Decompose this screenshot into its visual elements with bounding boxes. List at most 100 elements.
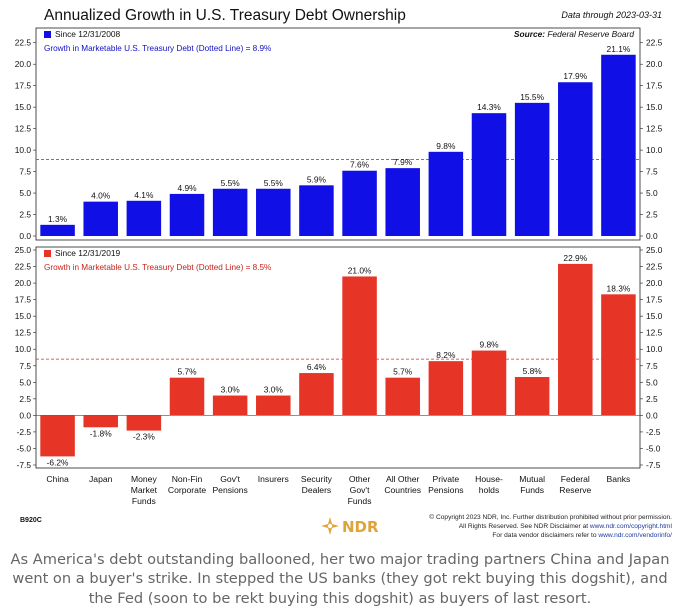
bar-1-5 xyxy=(212,188,248,236)
bar-2-14 xyxy=(601,294,636,416)
x-tick-label: Funds xyxy=(348,496,372,506)
y-tick-label-left: 5.0 xyxy=(19,377,31,387)
data-label: 18.3% xyxy=(607,283,631,293)
y-tick-label-right: 15.0 xyxy=(646,102,663,112)
bar-1-4 xyxy=(169,193,205,236)
data-label: 21.0% xyxy=(348,265,372,275)
data-label: 5.5% xyxy=(221,178,241,188)
copyright-line-1: © Copyright 2023 NDR, Inc. Further distr… xyxy=(429,514,672,521)
bar-2-13 xyxy=(558,263,593,416)
legend-swatch xyxy=(44,250,51,257)
data-label: 5.7% xyxy=(393,367,413,377)
bar-2-1 xyxy=(40,415,75,457)
y-tick-label-left: 10.0 xyxy=(15,145,32,155)
y-tick-label-right: 17.5 xyxy=(646,81,663,91)
copyright-link[interactable]: www.ndr.com/copyright.html xyxy=(589,523,672,530)
bar-2-11 xyxy=(471,350,507,416)
bar-2-5 xyxy=(212,395,248,416)
bar-2-7 xyxy=(299,373,334,416)
x-tick-label: holds xyxy=(479,485,500,495)
x-tick-label: Funds xyxy=(520,485,544,495)
y-tick-label-right: 10.0 xyxy=(646,344,663,354)
y-tick-label-right: 17.5 xyxy=(646,295,663,305)
y-tick-label-right: 20.0 xyxy=(646,59,663,69)
x-tick-label: Federal xyxy=(561,474,590,484)
y-tick-label-right: -5.0 xyxy=(646,443,661,453)
y-tick-label-right: -2.5 xyxy=(646,427,661,437)
copyright-line-2-text: All Rights Reserved. See NDR Disclaimer … xyxy=(458,523,590,530)
y-tick-label-right: 10.0 xyxy=(646,145,663,155)
x-tick-label: Security xyxy=(301,474,333,484)
copyright-notice: © Copyright 2023 NDR, Inc. Further distr… xyxy=(372,513,672,540)
y-tick-label-left: 15.0 xyxy=(15,102,32,112)
y-tick-label-left: 22.5 xyxy=(15,262,32,272)
vendor-info-link[interactable]: www.ndr.com/vendorinfo/ xyxy=(598,532,672,539)
y-tick-label-left: 10.0 xyxy=(15,344,32,354)
reference-line-label: Growth in Marketable U.S. Treasury Debt … xyxy=(44,44,271,53)
data-label: 5.8% xyxy=(523,366,543,376)
data-label: -6.2% xyxy=(47,457,69,467)
y-tick-label-left: 12.5 xyxy=(15,124,32,134)
legend-swatch xyxy=(44,31,51,38)
source-note: Source: Federal Reserve Board xyxy=(514,29,634,39)
data-label: 9.8% xyxy=(479,340,499,350)
x-tick-label: Countries xyxy=(384,485,421,495)
bar-1-12 xyxy=(514,102,550,236)
x-tick-label: Japan xyxy=(89,474,113,484)
bar-2-2 xyxy=(83,415,118,428)
data-label: 15.5% xyxy=(520,92,544,102)
x-tick-label: House- xyxy=(475,474,503,484)
copyright-line-2: All Rights Reserved. See NDR Disclaimer … xyxy=(372,522,672,531)
data-label: -2.3% xyxy=(133,432,155,442)
x-tick-label: Market xyxy=(131,485,158,495)
x-tick-label: Private xyxy=(432,474,459,484)
data-through-date: Data through 2023-03-31 xyxy=(561,10,662,20)
y-tick-label-left: 2.5 xyxy=(19,210,31,220)
y-tick-label-right: 22.5 xyxy=(646,262,663,272)
chart-title: Annualized Growth in U.S. Treasury Debt … xyxy=(44,7,406,24)
bar-2-3 xyxy=(126,415,162,431)
data-label: 6.4% xyxy=(307,362,327,372)
bar-1-1 xyxy=(40,224,75,236)
y-tick-label-right: 12.5 xyxy=(646,328,663,338)
y-tick-label-left: -5.0 xyxy=(17,443,32,453)
data-label: 22.9% xyxy=(563,253,587,263)
bar-1-3 xyxy=(126,200,162,236)
x-tick-label: Reserve xyxy=(559,485,591,495)
source-value: Federal Reserve Board xyxy=(547,29,634,39)
y-tick-label-left: -2.5 xyxy=(17,427,32,437)
bar-2-6 xyxy=(256,395,291,416)
x-tick-label: Pensions xyxy=(212,485,247,495)
bar-2-4 xyxy=(169,377,205,416)
data-label: 5.9% xyxy=(307,174,327,184)
y-tick-label-left: 25.0 xyxy=(15,245,32,255)
bar-1-13 xyxy=(558,82,593,237)
y-tick-label-right: 2.5 xyxy=(646,394,658,404)
data-label: 1.3% xyxy=(48,214,68,224)
y-tick-label-left: 0.0 xyxy=(19,231,31,241)
y-tick-label-left: 20.0 xyxy=(15,278,32,288)
data-label: 3.0% xyxy=(221,385,241,395)
chart-panel-1: 0.0 0.0 2.5 2.5 5.0 5.0 7.5 7.5 10.0 10.0 12.5 12.5… xyxy=(15,27,663,241)
y-tick-label-left: -7.5 xyxy=(17,460,32,470)
bar-1-2 xyxy=(83,201,118,236)
x-tick-label: Money xyxy=(131,474,157,484)
data-label: 5.7% xyxy=(177,367,197,377)
bar-2-9 xyxy=(385,377,420,416)
data-label: 14.3% xyxy=(477,102,501,112)
x-tick-label: Gov't xyxy=(350,485,370,495)
reference-line-label: Growth in Marketable U.S. Treasury Debt … xyxy=(44,263,271,272)
y-tick-label-left: 17.5 xyxy=(15,81,32,91)
chart-id: B920C xyxy=(20,517,42,524)
ndr-star-icon xyxy=(321,517,339,535)
copyright-line-3-text: For data vendor disclaimers refer to xyxy=(492,532,599,539)
chart-panel-2: -7.5 -7.5 -5.0 -5.0 -2.5 -2.5 0.0 0.0 2.5 2.5 5.0 5… xyxy=(15,245,663,470)
x-tick-label: Corporate xyxy=(168,485,206,495)
image-caption: As America's debt outstanding ballooned,… xyxy=(10,551,670,607)
data-label: 17.9% xyxy=(563,71,587,81)
data-label: 9.8% xyxy=(436,141,456,151)
data-label: 7.6% xyxy=(350,160,370,170)
bar-2-10 xyxy=(428,361,464,416)
x-tick-label: Banks xyxy=(606,474,630,484)
data-label: 7.9% xyxy=(393,157,413,167)
